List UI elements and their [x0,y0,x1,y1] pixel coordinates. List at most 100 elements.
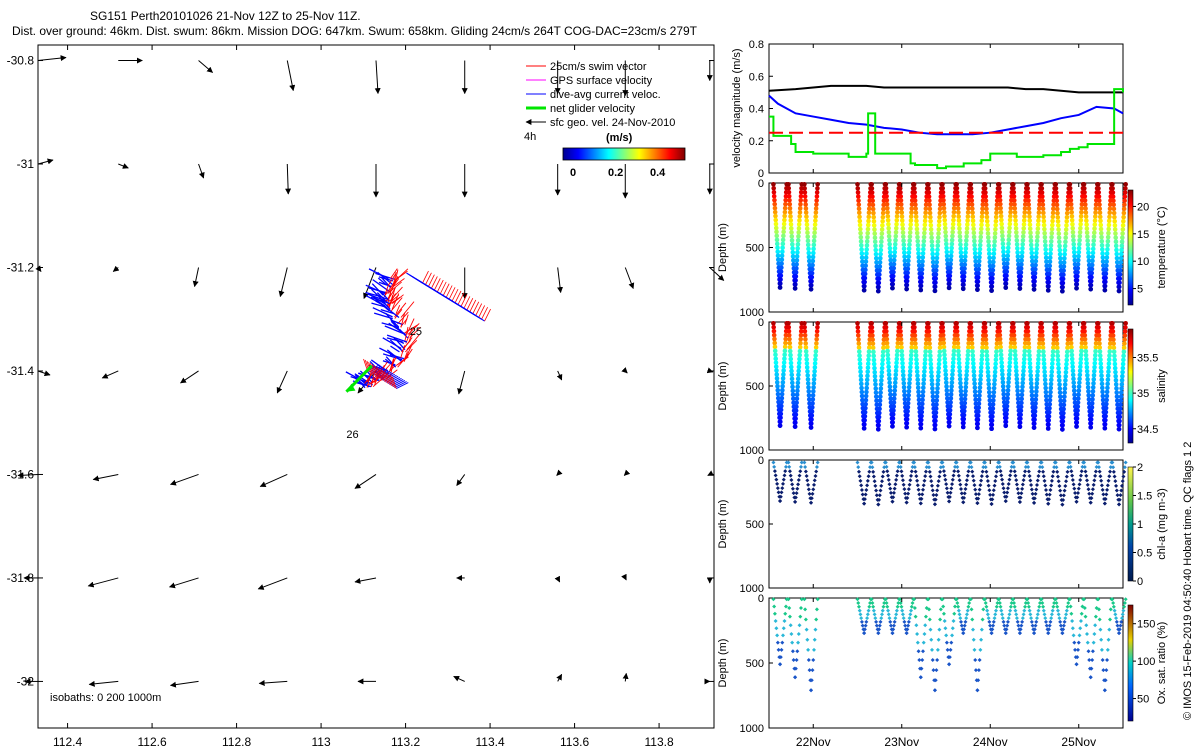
profile-point [1046,275,1052,281]
profile-point [791,657,796,662]
profile-point [1022,352,1027,358]
profile-point [870,202,876,208]
profile-point [907,372,913,378]
profile-point [927,198,932,203]
profile-point [1082,332,1088,338]
profile-point [781,364,787,369]
profile-point [937,202,943,208]
profile-point [1007,217,1013,223]
profile-point [956,604,961,609]
profile-point [1058,493,1063,498]
profile-point [1097,341,1102,346]
profile-point [1005,391,1011,397]
profile-point [936,231,941,236]
profile-point [990,271,995,277]
profile-point [886,368,892,374]
profile-point [1046,627,1051,632]
profile-point [876,422,881,428]
geo-vector [621,367,628,374]
profile-point [1050,349,1056,354]
profile-point [994,345,999,350]
profile-point [1085,385,1091,390]
profile-point [1063,235,1068,241]
profile-point [956,356,962,362]
profile-point [935,243,941,249]
profile-point [1057,390,1063,395]
profile-point [772,209,778,215]
profile-point [915,385,921,391]
profile-point [855,320,860,326]
swim-vector [375,366,380,379]
geo-vector [709,267,725,281]
profile-point [951,209,957,215]
profile-point [775,245,780,251]
profile-point [871,361,877,367]
profile-point [859,616,864,621]
section-ytick-label: 500 [746,243,764,255]
profile-point [1004,494,1009,499]
profile-point [1017,499,1022,504]
profile-point [987,619,992,624]
profile-point [901,246,907,252]
profile-point [919,496,924,501]
profile-point [989,280,995,285]
profile-point [1055,353,1061,359]
profile-point [1000,376,1005,381]
profile-point [941,336,946,342]
profile-point [1093,340,1099,346]
profile-point [926,460,931,465]
profile-point [930,259,936,265]
map-xtick-label: 113 [312,735,331,749]
profile-point [1053,186,1059,191]
profile-point [1004,273,1009,278]
profile-point [863,401,868,407]
velocity-series-swim-speed [769,88,1124,170]
profile-point [899,210,905,215]
profile-point [814,333,820,338]
profile-point [855,325,861,330]
profile-point [810,266,815,272]
profile-point [1089,409,1095,414]
profile-point [1089,401,1095,406]
profile-point [977,389,983,394]
profile-point [789,238,795,243]
profile-point [904,500,909,505]
profile-point [1090,246,1096,252]
profile-point [1011,324,1016,330]
legend-colorbar-tick-2: 0.4 [650,167,666,179]
profile-point [1097,469,1102,474]
profile-point [950,229,955,235]
profile-point [1026,341,1031,346]
profile-point [993,222,998,228]
swim-vector [380,369,385,382]
profile-point [1048,247,1054,252]
profile-point [1057,382,1062,387]
profile-point [777,423,783,428]
profile-point [1034,487,1039,492]
profile-point [963,246,969,251]
profile-point [1084,365,1090,370]
geo-vector [706,367,714,374]
profile-point [858,373,864,379]
profile-point [999,608,1004,613]
profile-point [904,278,910,284]
profile-point [965,222,970,227]
profile-point [918,501,923,506]
profile-point [1116,422,1122,428]
profile-point [809,417,814,422]
profile-point [1083,206,1088,211]
profile-point [859,385,864,391]
profile-point [928,227,934,232]
profile-point [894,221,899,227]
profile-point [1071,380,1077,386]
profile-point [1006,376,1012,381]
profile-point [913,345,918,350]
profile-point [1082,198,1088,203]
profile-point [1099,381,1105,387]
profile-point [1012,604,1017,609]
profile-point [1029,254,1035,260]
profile-point [994,469,999,474]
profile-point [936,218,942,224]
section-ylabel: Depth (m) [717,223,729,272]
profile-point [884,328,889,334]
